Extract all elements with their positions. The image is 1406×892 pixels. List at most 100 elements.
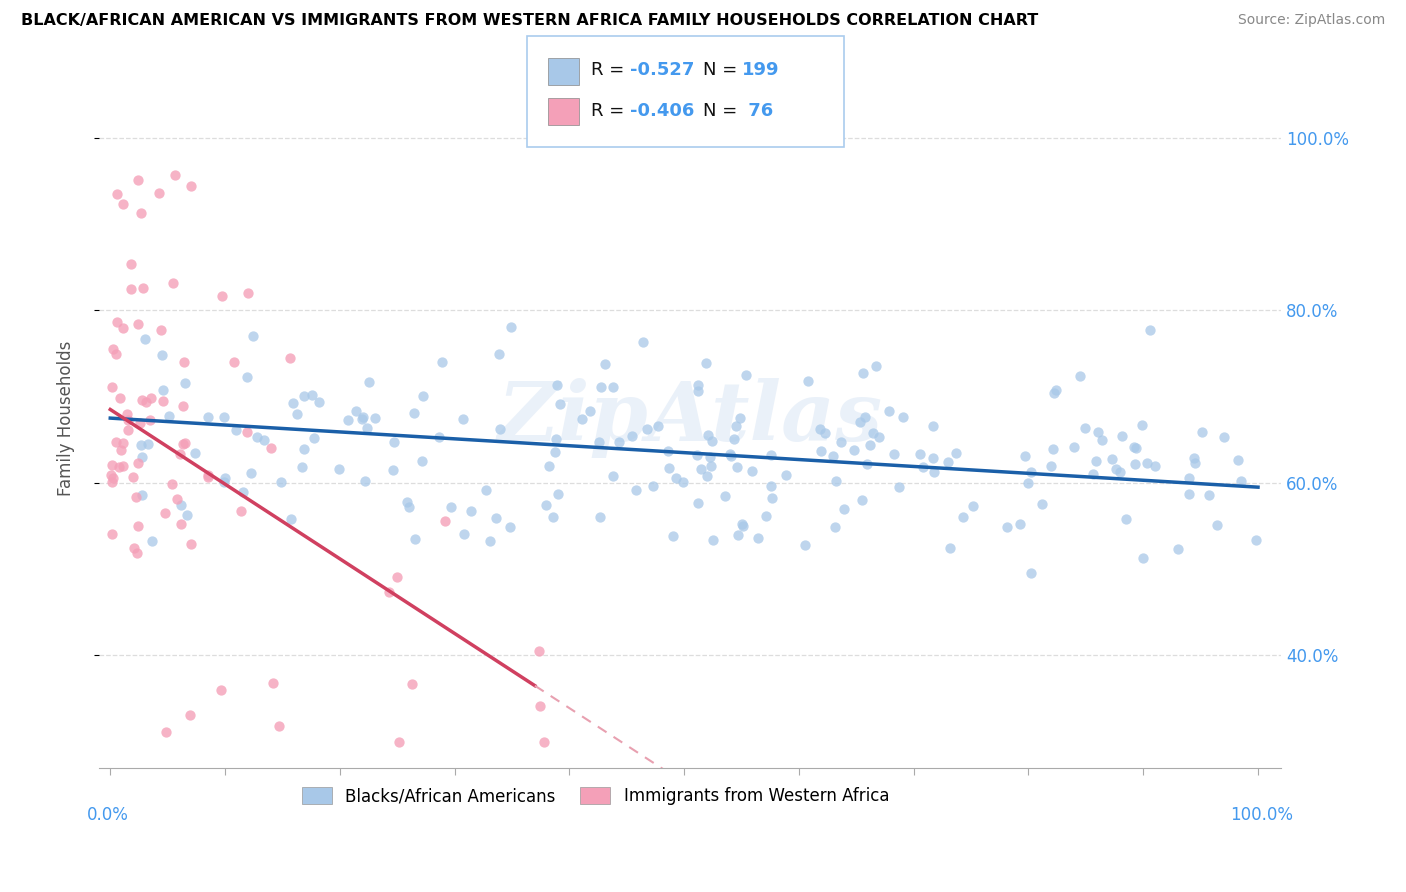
Text: N =: N = <box>703 62 742 79</box>
Point <box>686 448 709 462</box>
Point <box>122 470 145 484</box>
Point <box>180 179 202 194</box>
Point <box>384 434 406 449</box>
Text: -0.527: -0.527 <box>630 62 695 79</box>
Point <box>810 444 832 458</box>
Point <box>1063 440 1085 454</box>
Point <box>112 436 135 450</box>
Point <box>842 443 865 458</box>
Point <box>1014 449 1036 463</box>
Point <box>538 459 561 474</box>
Point <box>527 644 550 658</box>
Text: -0.406: -0.406 <box>630 102 695 120</box>
Point <box>1136 456 1159 470</box>
Point <box>1226 453 1249 467</box>
Point <box>101 343 124 357</box>
Point <box>129 206 152 220</box>
Point <box>103 471 125 485</box>
Point <box>865 359 887 374</box>
Point <box>280 512 302 526</box>
Point <box>859 438 882 452</box>
Point <box>695 356 717 370</box>
Point <box>108 460 131 475</box>
Point <box>166 492 188 507</box>
Point <box>922 465 945 479</box>
Point <box>547 487 569 501</box>
Point <box>1085 454 1108 468</box>
Point <box>995 520 1018 534</box>
Point <box>1205 518 1227 533</box>
Point <box>830 434 852 449</box>
Point <box>117 413 139 427</box>
Point <box>731 517 754 532</box>
Point <box>180 536 202 550</box>
Point <box>747 531 769 545</box>
Point <box>1043 386 1066 401</box>
Point <box>724 418 747 433</box>
Point <box>328 462 350 476</box>
Point <box>128 417 150 431</box>
Point <box>720 449 742 463</box>
Point <box>1019 465 1042 479</box>
Point <box>344 404 367 418</box>
Point <box>148 186 170 201</box>
Point <box>125 491 148 505</box>
Point <box>529 699 551 714</box>
Point <box>132 281 155 295</box>
Point <box>862 426 884 441</box>
Point <box>852 366 875 380</box>
Point <box>697 428 720 442</box>
Point <box>239 466 262 480</box>
Point <box>488 347 510 361</box>
Point <box>713 489 735 503</box>
Point <box>1130 417 1153 432</box>
Point <box>179 707 201 722</box>
Point <box>1031 497 1053 511</box>
Point <box>285 407 308 421</box>
Point <box>382 463 405 477</box>
Point <box>1123 458 1146 472</box>
Point <box>1045 383 1067 397</box>
Point <box>702 434 724 449</box>
Text: BLACK/AFRICAN AMERICAN VS IMMIGRANTS FROM WESTERN AFRICA FAMILY HOUSEHOLDS CORRE: BLACK/AFRICAN AMERICAN VS IMMIGRANTS FRO… <box>21 13 1039 29</box>
Point <box>120 257 142 271</box>
Point <box>699 450 721 465</box>
Point <box>636 422 658 436</box>
Point <box>631 335 654 350</box>
Point <box>141 533 163 548</box>
Point <box>755 509 778 524</box>
Point <box>891 409 914 424</box>
Point <box>810 422 832 436</box>
Point <box>922 419 945 434</box>
Point <box>1244 533 1267 548</box>
Point <box>105 187 128 202</box>
Point <box>579 404 602 418</box>
Point <box>430 354 453 368</box>
Point <box>139 413 162 427</box>
Point <box>759 479 782 493</box>
Point <box>922 451 945 466</box>
Point <box>1115 512 1137 526</box>
Point <box>1042 442 1064 457</box>
Point <box>626 483 648 498</box>
Point <box>489 422 512 436</box>
Point <box>105 315 128 329</box>
Point <box>686 495 709 509</box>
Point <box>1132 551 1154 566</box>
Point <box>100 380 122 394</box>
Point <box>292 389 315 403</box>
Point <box>1091 433 1114 447</box>
Point <box>385 570 408 584</box>
Point <box>588 510 610 524</box>
Point <box>727 528 749 542</box>
Point <box>761 491 783 506</box>
Point <box>100 458 122 473</box>
Point <box>304 431 326 445</box>
Point <box>1178 471 1201 485</box>
Point <box>356 421 378 435</box>
Point <box>209 682 232 697</box>
Point <box>253 433 276 447</box>
Point <box>159 409 181 424</box>
Point <box>856 457 879 471</box>
Point <box>534 499 557 513</box>
